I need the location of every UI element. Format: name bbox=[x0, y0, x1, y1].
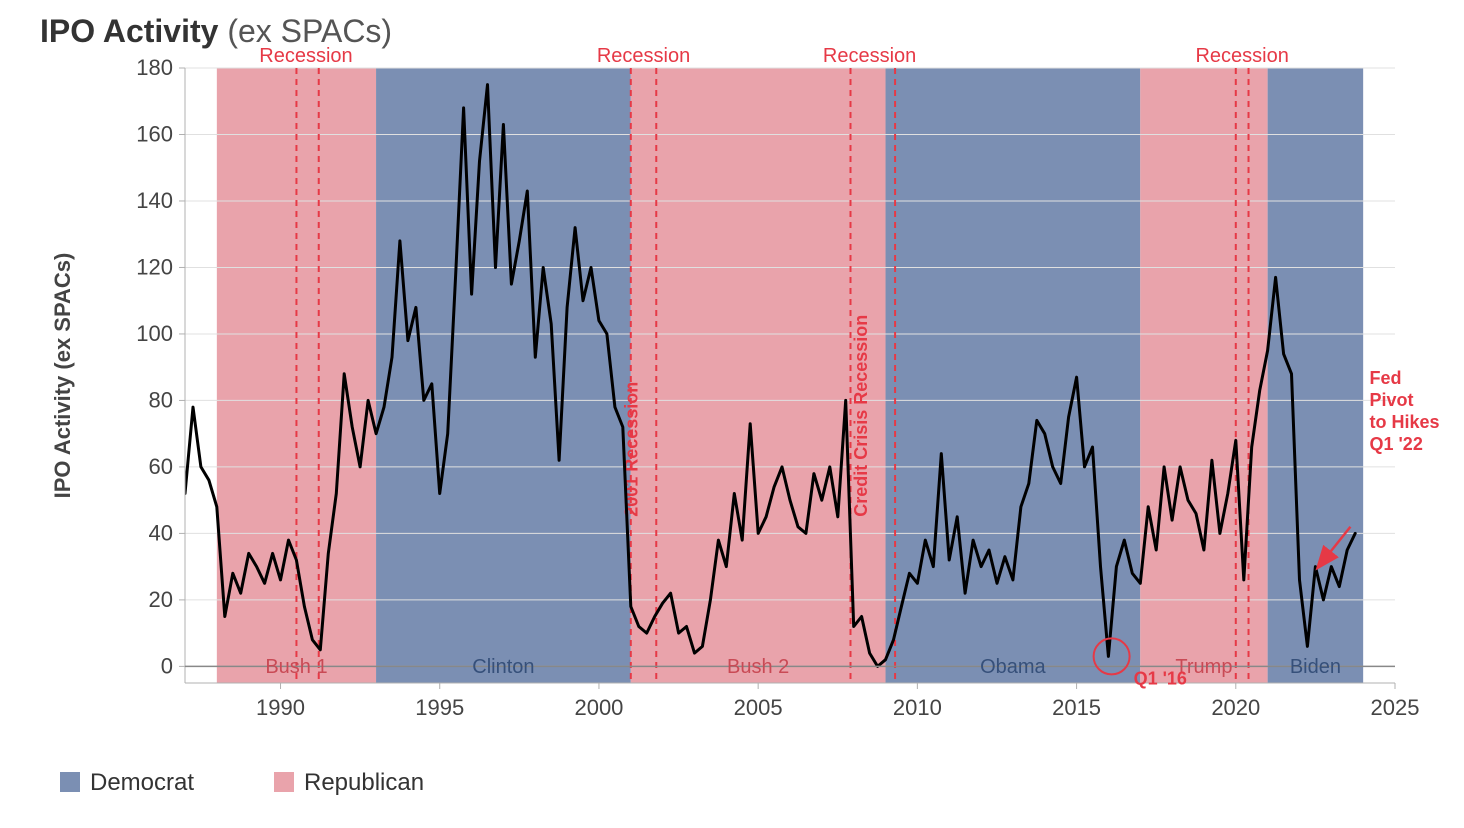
recession-label: Recession bbox=[259, 45, 352, 67]
recession-label: Recession bbox=[823, 45, 916, 67]
y-tick-label: 40 bbox=[149, 520, 173, 545]
chart-container: IPO Activity (ex SPACs)RecessionRecessio… bbox=[0, 0, 1464, 828]
q1-16-label: Q1 '16 bbox=[1134, 668, 1187, 688]
y-tick-label: 0 bbox=[161, 653, 173, 678]
presidency-band bbox=[1268, 68, 1364, 683]
presidency-band bbox=[376, 68, 631, 683]
presidency-label: Clinton bbox=[472, 656, 534, 678]
y-tick-label: 100 bbox=[136, 321, 173, 346]
chart-title-main: IPO Activity bbox=[40, 13, 219, 49]
x-tick-label: 2025 bbox=[1371, 695, 1420, 720]
legend-label: Republican bbox=[304, 769, 424, 796]
x-tick-label: 2020 bbox=[1211, 695, 1260, 720]
recession-label: Recession bbox=[1195, 45, 1288, 67]
fed-pivot-label: Fed bbox=[1370, 368, 1402, 388]
legend-swatch bbox=[60, 772, 80, 792]
chart-title: IPO Activity (ex SPACs) bbox=[40, 13, 392, 49]
y-tick-label: 120 bbox=[136, 254, 173, 279]
y-tick-label: 160 bbox=[136, 121, 173, 146]
chart-title-sub: (ex SPACs) bbox=[218, 13, 392, 49]
y-axis-label: IPO Activity (ex SPACs) bbox=[50, 253, 75, 499]
presidency-label: Bush 2 bbox=[727, 656, 789, 678]
ipo-activity-chart: IPO Activity (ex SPACs)RecessionRecessio… bbox=[0, 0, 1464, 828]
presidency-band bbox=[631, 68, 886, 683]
recession-vertical-label: Credit Crisis Recession bbox=[851, 315, 871, 517]
x-tick-label: 1995 bbox=[415, 695, 464, 720]
x-tick-label: 1990 bbox=[256, 695, 305, 720]
presidency-label: Biden bbox=[1290, 656, 1341, 678]
y-tick-label: 60 bbox=[149, 454, 173, 479]
fed-pivot-label: Pivot bbox=[1370, 390, 1414, 410]
x-tick-label: 2000 bbox=[574, 695, 623, 720]
y-tick-label: 140 bbox=[136, 188, 173, 213]
presidency-label: Obama bbox=[980, 656, 1046, 678]
x-tick-label: 2005 bbox=[734, 695, 783, 720]
legend-swatch bbox=[274, 772, 294, 792]
x-tick-label: 2015 bbox=[1052, 695, 1101, 720]
y-tick-label: 20 bbox=[149, 587, 173, 612]
y-tick-label: 180 bbox=[136, 55, 173, 80]
legend-label: Democrat bbox=[90, 769, 194, 796]
x-tick-label: 2010 bbox=[893, 695, 942, 720]
y-tick-label: 80 bbox=[149, 387, 173, 412]
fed-pivot-label: Q1 '22 bbox=[1370, 434, 1423, 454]
fed-pivot-label: to Hikes bbox=[1370, 412, 1440, 432]
presidency-label: Bush 1 bbox=[265, 656, 327, 678]
recession-label: Recession bbox=[597, 45, 690, 67]
